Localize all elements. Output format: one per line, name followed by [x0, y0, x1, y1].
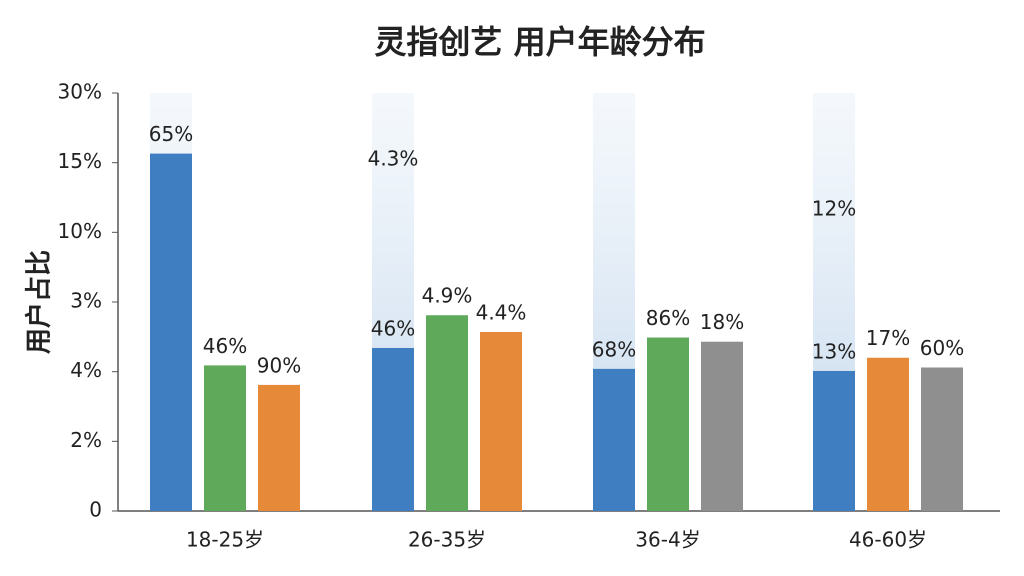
bar [372, 347, 414, 511]
bar-label: 4.4% [476, 300, 527, 324]
bar-label: 65% [149, 122, 193, 146]
y-tick-label: 30% [58, 80, 102, 104]
bar [258, 384, 300, 511]
bar-label: 60% [920, 336, 964, 360]
y-tick-label: 15% [58, 149, 102, 173]
bar [593, 368, 635, 511]
y-tick-label: 0 [89, 498, 102, 522]
y-axis-title: 用户占比 [24, 250, 55, 354]
bar-label: 46% [203, 334, 247, 358]
x-tick-label: 26-35岁 [408, 528, 486, 552]
bar-label: 18% [700, 310, 744, 334]
x-tick-label: 36-4岁 [635, 528, 700, 552]
bar-label: 17% [866, 326, 910, 350]
bar [813, 370, 855, 511]
x-tick-label: 18-25岁 [186, 528, 264, 552]
y-tick-label: 3% [70, 289, 102, 313]
y-tick-label: 4% [70, 358, 102, 382]
bar [701, 341, 743, 511]
ghost-label: 4.3% [368, 147, 419, 171]
chart-title: 灵指创艺 用户年龄分布 [374, 23, 705, 61]
bar [150, 153, 192, 512]
bar-label: 90% [257, 353, 301, 377]
bar [204, 365, 246, 511]
bar-label: 68% [592, 337, 636, 361]
bar [426, 315, 468, 511]
y-tick-label: 10% [58, 219, 102, 243]
ghost-label: 12% [812, 197, 856, 221]
bar-label: 86% [646, 306, 690, 330]
bar [480, 331, 522, 511]
x-tick-label: 46-60岁 [849, 528, 927, 552]
bar [867, 357, 909, 511]
y-tick-label: 2% [70, 428, 102, 452]
bar-label: 4.9% [422, 284, 473, 308]
bar [647, 337, 689, 511]
bar-label: 13% [812, 339, 856, 363]
bar [921, 367, 963, 511]
bar-label: 46% [371, 316, 415, 340]
